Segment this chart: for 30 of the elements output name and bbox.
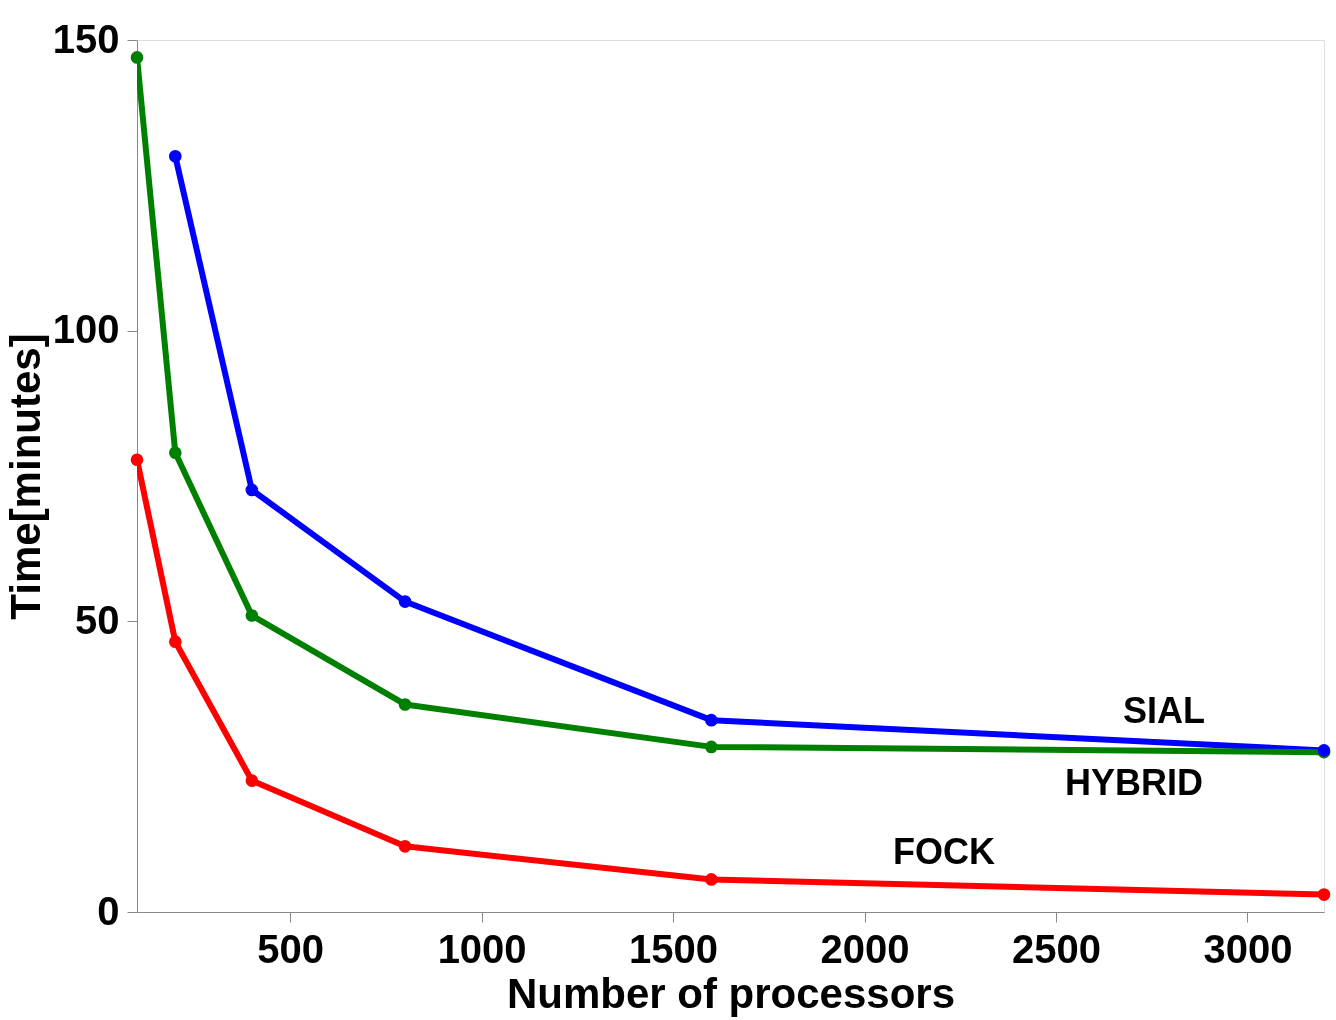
point <box>705 873 718 886</box>
x-tick-label: 500 <box>257 926 325 971</box>
point <box>398 595 412 608</box>
point <box>1317 888 1331 901</box>
x-tick-label: 1000 <box>437 926 527 971</box>
y-axis-title: Time[minutes] <box>1 333 49 620</box>
point <box>245 774 259 787</box>
point <box>130 51 144 64</box>
y-tick-label: 100 <box>52 307 120 352</box>
y-tick-label: 150 <box>52 16 120 61</box>
y-tick-label: 50 <box>75 597 120 642</box>
x-tick-label: 1500 <box>629 926 719 971</box>
point <box>168 635 182 648</box>
point <box>398 840 412 853</box>
series-label: HYBRID <box>1064 762 1204 804</box>
x-tick-label: 2500 <box>1011 926 1101 971</box>
x-tick-label: 2000 <box>820 926 910 971</box>
point <box>168 446 182 460</box>
point <box>398 698 412 711</box>
y-tick-label: 0 <box>97 888 120 933</box>
x-axis-title: Number of processors <box>506 969 956 1017</box>
point <box>130 453 144 467</box>
point <box>245 483 259 497</box>
point <box>245 609 259 622</box>
series-label: SIAL <box>1122 690 1206 732</box>
point <box>705 713 718 727</box>
point <box>705 740 718 754</box>
x-tick-label: 3000 <box>1203 926 1293 971</box>
point <box>168 149 182 163</box>
series-label: FOCK <box>893 830 995 872</box>
